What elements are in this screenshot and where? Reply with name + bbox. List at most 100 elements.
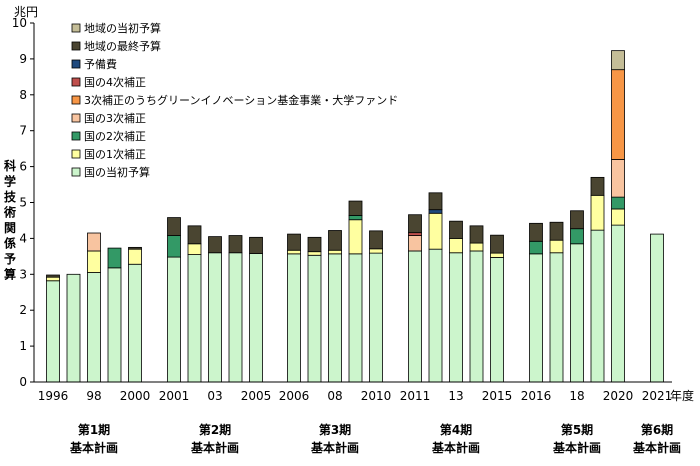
bar-segment-2011 <box>408 214 422 234</box>
period-subtitle: 基本計画 <box>431 440 480 455</box>
bar-segment-2020 <box>611 69 625 160</box>
bar-segment-2020 <box>611 224 625 383</box>
bar-segment-2005 <box>249 236 263 254</box>
bar-segment-2013 <box>449 252 463 383</box>
bar-segment-2009 <box>348 215 363 221</box>
bar-segment-2009 <box>348 253 363 383</box>
bar-segment-2012 <box>428 212 443 250</box>
y-axis-label-char: 科 <box>4 158 16 173</box>
period-subtitle: 基本計画 <box>552 440 601 455</box>
bar-segment-1996 <box>46 280 60 383</box>
bar-segment-1998 <box>87 250 101 273</box>
x-tick-label: 2020 <box>603 389 634 403</box>
y-axis-label-char: 術 <box>3 205 16 220</box>
bar-segment-2020 <box>611 159 625 198</box>
legend-label: 国の1次補正 <box>84 147 146 161</box>
legend-swatch <box>71 131 81 141</box>
bar-segment-2004 <box>228 235 243 254</box>
bar-segment-2008 <box>328 230 342 251</box>
period-title: 第3期 <box>319 422 351 437</box>
bar-segment-2015 <box>490 234 504 254</box>
x-tick-label: 18 <box>569 389 584 403</box>
bar-segment-2006 <box>287 233 301 251</box>
bar-segment-2014 <box>469 242 484 252</box>
bar-segment-2018 <box>570 228 584 245</box>
period-title: 第1期 <box>78 422 110 437</box>
y-axis-label-char: 関 <box>4 221 16 235</box>
legend-label: 予備費 <box>84 57 117 71</box>
legend-label: 国の4次補正 <box>84 75 146 89</box>
bar-segment-2018 <box>570 243 584 383</box>
bar-segment-2019 <box>590 229 605 383</box>
bar-segment-2001 <box>167 256 181 383</box>
bar-segment-2013 <box>449 220 463 239</box>
bar-segment-1999 <box>107 267 122 383</box>
x-tick-label: 1996 <box>38 389 69 403</box>
bar-segment-2019 <box>590 176 605 196</box>
bars <box>46 50 664 383</box>
bar-segment-2008 <box>328 253 342 383</box>
legend-swatch <box>71 23 81 33</box>
bar-segment-2000 <box>128 263 142 383</box>
bar-segment-2019 <box>590 194 605 231</box>
bar-segment-2011 <box>408 250 422 383</box>
legend-label: 3次補正のうちグリーンイノベーション基金事業・大学ファンド <box>84 93 398 107</box>
bar-segment-2017 <box>549 252 564 383</box>
period-title: 第2期 <box>199 422 231 437</box>
period-subtitle: 基本計画 <box>310 440 359 455</box>
x-tick-label: 03 <box>207 389 222 403</box>
legend-label: 国の2次補正 <box>84 129 146 143</box>
bar-segment-2004 <box>228 252 243 383</box>
legend-label: 国の当初予算 <box>84 165 150 179</box>
y-tick-label: 1 <box>19 339 27 353</box>
x-tick-label: 13 <box>448 389 463 403</box>
bar-segment-2013 <box>449 237 463 254</box>
period-subtitle: 基本計画 <box>632 440 681 455</box>
bar-segment-2006 <box>287 253 301 383</box>
bar-segment-2018 <box>570 210 584 230</box>
legend-swatch <box>71 95 81 105</box>
bar-segment-2001 <box>167 235 181 258</box>
y-axis-label-char: 係 <box>4 236 16 251</box>
y-tick-label: 9 <box>19 52 27 66</box>
bar-segment-2012 <box>428 248 443 383</box>
bar-segment-2000 <box>128 248 142 265</box>
legend-swatch <box>71 77 81 87</box>
legend-label: 地域の最終予算 <box>84 39 161 53</box>
y-tick-label: 6 <box>19 160 27 174</box>
period-title: 第6期 <box>641 422 673 437</box>
bar-segment-2003 <box>208 252 222 383</box>
bar-segment-2010 <box>369 248 383 254</box>
bar-segment-2016 <box>529 253 543 383</box>
bar-segment-2007 <box>307 236 322 253</box>
period-subtitle: 基本計画 <box>190 440 239 455</box>
bar-segment-2002 <box>187 243 202 255</box>
x-tick-label: 2015 <box>482 389 513 403</box>
legend-label: 地域の当初予算 <box>84 21 161 35</box>
bar-segment-2017 <box>549 239 564 254</box>
bar-segment-1997 <box>66 273 81 383</box>
bar-segment-2009 <box>348 219 363 255</box>
legend-swatch <box>71 41 81 51</box>
bar-segment-2006 <box>287 249 301 255</box>
y-tick-label: 4 <box>19 231 27 245</box>
bar-segment-2011 <box>408 235 422 252</box>
bar-segment-2012 <box>428 209 443 214</box>
y-axis-label-char: 技 <box>4 189 17 204</box>
x-tick-label: 2010 <box>361 389 392 403</box>
x-tick-label: 2000 <box>120 389 151 403</box>
bar-segment-2014 <box>469 225 484 244</box>
bar-segment-2012 <box>428 192 443 211</box>
y-axis-ticks: 0 1 2 3 4 5 6 7 8 9 10 <box>12 16 34 389</box>
bar-segment-2002 <box>187 254 202 383</box>
bar-segment-2008 <box>328 249 342 255</box>
x-tick-label: 2006 <box>279 389 310 403</box>
y-tick-label: 3 <box>19 267 27 281</box>
bar-segment-1996 <box>46 276 60 282</box>
bar-segment-2020 <box>611 50 625 71</box>
bar-segment-2007 <box>307 254 322 383</box>
y-tick-label: 7 <box>19 124 27 138</box>
legend-label: 国の3次補正 <box>84 111 146 125</box>
